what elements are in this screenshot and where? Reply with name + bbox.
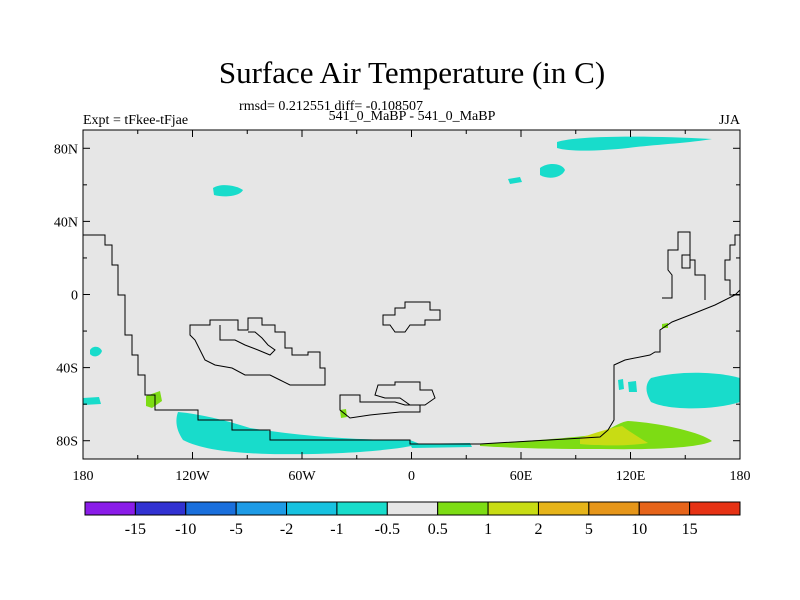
colorbar-label: -15	[125, 521, 146, 538]
anomaly-southern-ocean-cyan	[176, 412, 420, 455]
stats-label: rmsd= 0.212551 diff= -0.108507	[239, 99, 423, 114]
colorbar-swatch	[689, 501, 741, 516]
colorbar-swatch	[185, 501, 237, 516]
colorbar-swatch	[638, 501, 691, 516]
lon-tick-label: 120E	[616, 469, 646, 484]
anomaly-siberia-cyan	[540, 164, 565, 178]
coastline-east-inlet	[681, 254, 691, 269]
colorbar-label: -10	[175, 521, 196, 538]
anomaly-east-cyan-small-2	[628, 381, 637, 392]
colorbar-swatch	[336, 501, 388, 516]
map-panel: 180 120W 60W 0 60E 120E 180 80N 40N 0 40S 80S	[54, 129, 751, 484]
colorbar-label: -0.5	[375, 521, 400, 538]
colorbar-swatch	[235, 501, 288, 516]
lat-tick-label: 40N	[54, 215, 78, 230]
coastline-northern-island	[382, 301, 441, 333]
anomaly-green-speck-2	[662, 323, 668, 328]
chart-title: Surface Air Temperature (in C)	[219, 55, 605, 90]
coastline-southern-island	[374, 381, 436, 406]
colorbar-label: 0.5	[428, 521, 448, 538]
colorbar-swatch	[286, 501, 338, 516]
anomaly-east-cyan	[646, 372, 740, 409]
colorbar-swatch	[537, 501, 590, 516]
coastline-west-continent	[83, 234, 175, 411]
anomaly-northern-cyan	[213, 185, 243, 197]
experiment-label: Expt = tFkee-tFjae	[83, 113, 188, 128]
anomaly-yellow-east	[580, 426, 648, 446]
anomaly-east-cyan-small-1	[618, 379, 624, 390]
colorbar-label: -1	[330, 521, 343, 538]
colorbar-label: 2	[534, 521, 542, 538]
axis-ticks: 180 120W 60W 0 60E 120E 180 80N 40N 0 40S 80S	[54, 130, 751, 484]
anomaly-southwest-cyan	[83, 397, 101, 405]
coastline-layer	[83, 231, 741, 445]
lon-tick-label: 60E	[510, 469, 533, 484]
colorbar-swatch	[386, 501, 439, 516]
coastline-east-edge	[724, 234, 740, 296]
lon-tick-label: 180	[73, 469, 94, 484]
colorbar-label: 1	[484, 521, 492, 538]
colorbar-swatch	[437, 501, 489, 516]
colorbar-label: -2	[280, 521, 293, 538]
lat-tick-label: 0	[71, 289, 78, 304]
coastline-antarctic	[175, 289, 741, 445]
anomaly-arctic-cyan	[557, 136, 712, 151]
anomaly-pacific-cyan	[90, 346, 102, 357]
colorbar-swatch	[134, 501, 187, 516]
lon-tick-label: 120W	[175, 469, 210, 484]
coastline-east-continent	[662, 231, 706, 300]
colorbar-swatch	[487, 501, 539, 516]
lat-tick-label: 80N	[54, 142, 78, 157]
coastline-inner-sea	[219, 325, 276, 356]
colorbar-swatch	[588, 501, 640, 516]
map-background	[83, 130, 740, 459]
colorbar-label: -5	[229, 521, 242, 538]
colorbar-swatch	[84, 501, 136, 516]
season-label: JJA	[719, 113, 741, 128]
lon-tick-label: 60W	[288, 469, 316, 484]
lon-tick-label: 0	[408, 469, 415, 484]
lat-tick-label: 80S	[56, 435, 78, 450]
anomaly-small-cyan	[508, 177, 522, 184]
colorbar-label: 10	[631, 521, 647, 538]
colorbar-label: 15	[682, 521, 698, 538]
lat-tick-label: 40S	[56, 362, 78, 377]
lon-tick-label: 180	[730, 469, 751, 484]
coastline-southern-arm	[339, 394, 421, 419]
colorbar: -15 -10 -5 -2 -1 -0.5 0.5 1 2 5 10 15	[84, 501, 741, 538]
coastline-central-continent	[189, 317, 326, 386]
period-label: 541_0_MaBP - 541_0_MaBP	[329, 109, 496, 124]
colorbar-label: 5	[585, 521, 593, 538]
